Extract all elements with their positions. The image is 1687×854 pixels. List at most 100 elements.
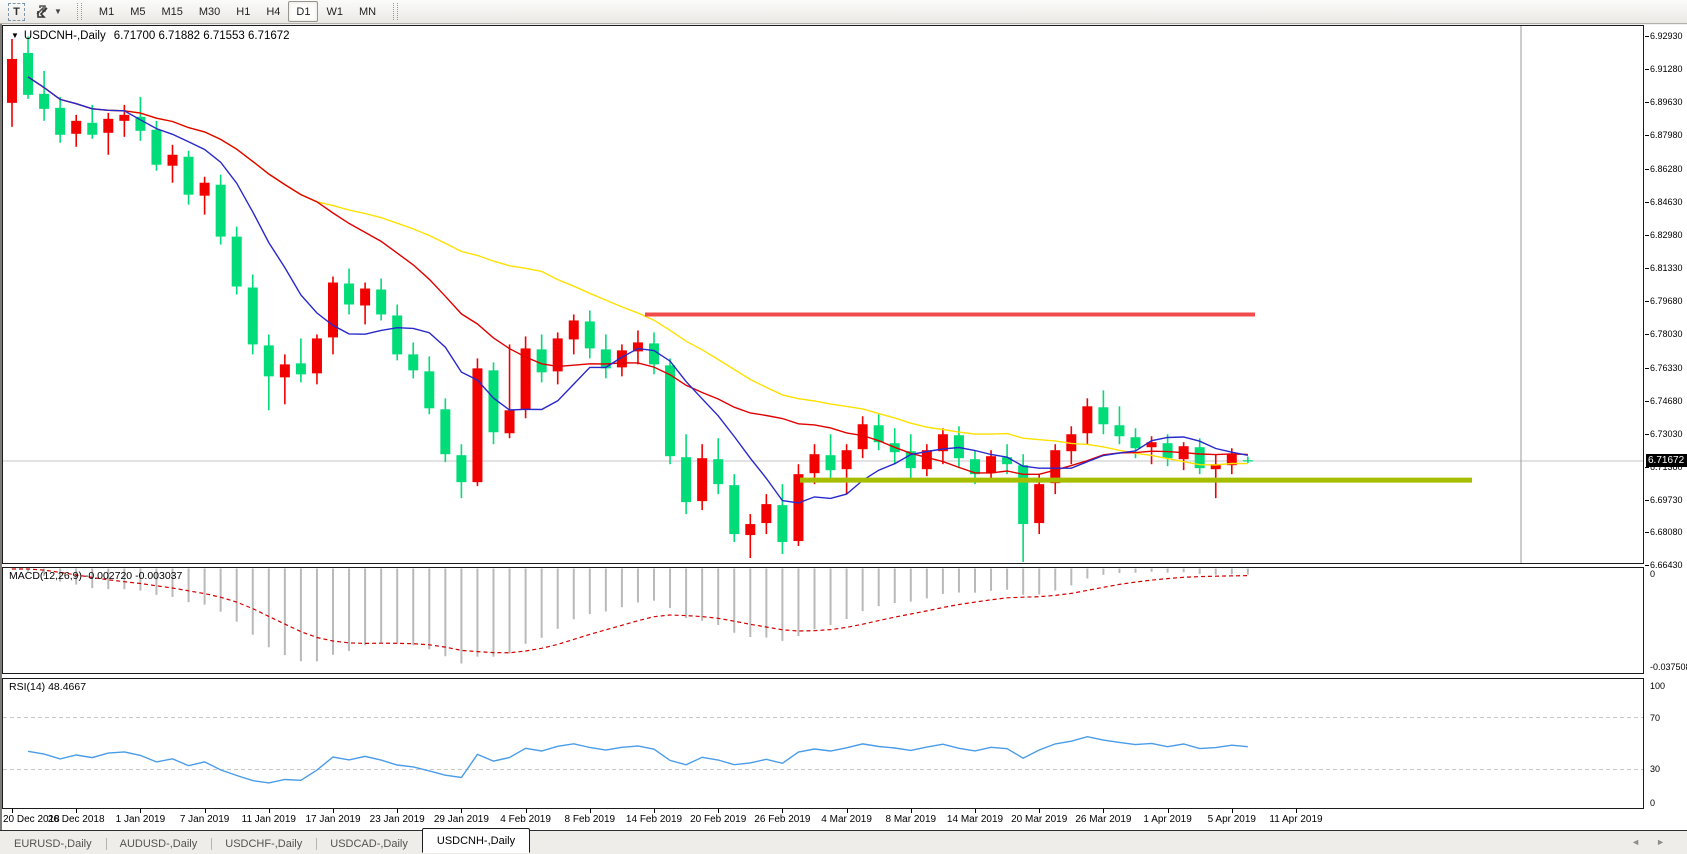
candle-body [263, 345, 274, 377]
candle-body [568, 320, 579, 340]
candle-body [825, 455, 836, 471]
date-axis-label: 11 Jan 2019 [241, 814, 296, 825]
candle-body [135, 116, 146, 131]
date-axis-label: 26 Mar 2019 [1075, 814, 1132, 825]
candle-body [1242, 460, 1253, 462]
date-tick [782, 809, 784, 813]
price-tick [1645, 300, 1649, 302]
candle-body [1210, 464, 1221, 470]
text-tool-icon[interactable]: T [8, 2, 25, 21]
price-axis-label: 6.68080 [1650, 527, 1683, 538]
timeframe-button-m1[interactable]: M1 [98, 5, 115, 18]
timeframe-button-m5[interactable]: M5 [130, 5, 146, 18]
chart-tab-usdchf[interactable]: USDCHF-,Daily [211, 834, 316, 854]
timeframe-button-d1[interactable]: D1 [288, 1, 319, 22]
price-axis-label: 6.86280 [1650, 164, 1683, 175]
price-tick [1645, 102, 1649, 104]
date-tick [12, 809, 13, 813]
toolbar-grip[interactable] [76, 3, 82, 20]
candle-body [247, 287, 258, 345]
candle-body [344, 283, 355, 305]
chart-tab-eurusd[interactable]: EURUSD-,Daily [14, 838, 92, 850]
candle-body [488, 370, 499, 433]
candle-body [905, 451, 916, 469]
candle-body [584, 321, 595, 349]
candle-body [1194, 447, 1205, 469]
price-axis-label: 6.79680 [1650, 295, 1683, 306]
symbol-tabbar: EURUSD-,Daily AUDUSD-,Daily USDCHF-,Daily U… [0, 828, 1687, 854]
date-tick [1103, 809, 1105, 813]
candle-body [87, 122, 98, 135]
candle-body [1018, 465, 1029, 525]
price-tick [1645, 565, 1649, 567]
date-axis-label: 17 Jan 2019 [305, 814, 361, 825]
rsi-label: RSI(14) 48.4667 [9, 681, 87, 693]
candle-body [311, 338, 322, 374]
price-axis-label: 6.76330 [1650, 362, 1683, 373]
candle-body [456, 455, 467, 483]
timeframe-button-m30[interactable]: M30 [198, 5, 221, 18]
price-tick [1645, 267, 1649, 269]
chart-header: ▼ USDCNH-,Daily 6.71700 6.71882 6.71553 6.… [11, 30, 290, 42]
macd-chart[interactable] [3, 568, 1643, 673]
date-tick [140, 809, 142, 813]
rsi-pane[interactable]: RSI(14) 48.4667 [2, 678, 1644, 809]
candle-body [552, 338, 563, 372]
candle-body [392, 315, 403, 355]
timeframe-button-w1[interactable]: W1 [326, 5, 343, 18]
date-axis-label: 26 Dec 2018 [47, 814, 105, 825]
timeframe-button-m15[interactable]: M15 [161, 5, 183, 18]
main-chart-pane[interactable]: ▼ USDCNH-,Daily 6.71700 6.71882 6.71553 6.… [2, 25, 1644, 564]
chart-tab-usdcad[interactable]: USDCAD-,Daily [316, 834, 422, 854]
candle-body [55, 107, 66, 135]
price-axis-label: 6.69730 [1650, 494, 1683, 505]
timeframe-group: M1 M5 M15 M30 H1 H4 D1 W1 MN [91, 1, 384, 22]
collapse-triangle-icon[interactable]: ▼ [11, 31, 19, 40]
timeframe-button-mn[interactable]: MN [358, 5, 377, 18]
date-axis-label: 1 Jan 2019 [115, 814, 166, 825]
price-axis-label: 6.78030 [1650, 328, 1683, 339]
macd-axis-label: 0 [1650, 569, 1656, 579]
price-tick [1645, 499, 1649, 501]
price-tick [1645, 202, 1649, 204]
tabs-scroll-left-icon[interactable]: ◄ [1631, 837, 1641, 847]
candle-body [745, 524, 756, 536]
candle-body [953, 435, 964, 459]
price-axis-label: 6.66430 [1650, 560, 1683, 571]
candle-body [1114, 425, 1125, 437]
tabs-scroll-right-icon[interactable]: ► [1656, 837, 1665, 847]
candle-body [215, 184, 226, 237]
price-axis-label: 6.84630 [1650, 197, 1683, 208]
candle-body [295, 363, 306, 375]
date-axis-label: 5 Apr 2019 [1207, 814, 1256, 825]
timeframe-button-h4[interactable]: H4 [266, 5, 281, 18]
candle-body [199, 182, 210, 196]
cursor-mode-button[interactable]: ▼ [34, 4, 62, 19]
date-tick [654, 809, 655, 813]
date-axis[interactable]: 20 Dec 2018 26 Dec 2018 1 Jan 2019 7 Jan 20… [0, 809, 1687, 829]
rsi-chart[interactable] [3, 679, 1643, 808]
date-axis-label: 4 Mar 2019 [821, 814, 872, 825]
candle-body [119, 114, 130, 121]
timeframe-button-h1[interactable]: H1 [236, 5, 251, 18]
window-left-border [0, 24, 2, 854]
candle-body [23, 52, 34, 95]
price-tick [1645, 532, 1649, 534]
chart-tab-usdcnh[interactable]: USDCNH-,Daily [421, 828, 531, 853]
candle-body [986, 456, 997, 474]
price-tick [1645, 333, 1649, 335]
price-tick [1645, 36, 1649, 38]
candlestick-chart[interactable] [3, 26, 1643, 563]
macd-axis-label: -0.037508 [1650, 662, 1687, 672]
candle-body [440, 409, 451, 455]
macd-pane[interactable]: MACD(12,26,9) -0.002720 -0.003037 [2, 567, 1644, 674]
candle-body [600, 349, 611, 369]
date-tick [76, 809, 78, 813]
candle-body [71, 120, 82, 134]
chart-tab-audusd[interactable]: AUDUSD-,Daily [105, 834, 212, 854]
toolbar-grip[interactable] [393, 3, 399, 20]
candle-body [793, 474, 804, 542]
candle-body [376, 289, 387, 315]
rsi-axis-label: 100 [1650, 681, 1666, 691]
